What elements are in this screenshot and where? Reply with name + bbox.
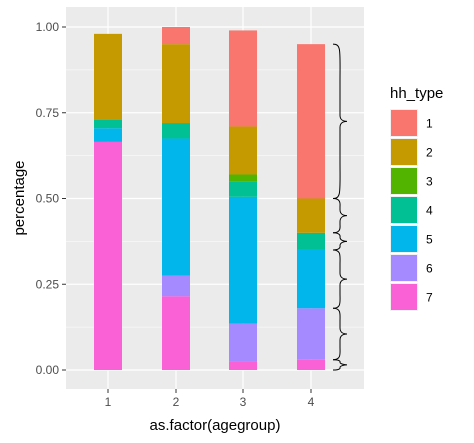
bar-segment-cat4-type6 [297, 308, 325, 360]
bar-segment-cat3-type6 [229, 323, 257, 362]
legend-key-1 [391, 110, 417, 136]
x-tick-label: 4 [308, 395, 315, 409]
bar-segment-cat2-type4 [162, 123, 190, 139]
bar-stack-group [94, 27, 325, 370]
legend-label-4: 4 [426, 204, 433, 218]
x-axis: 1 2 3 4 [105, 389, 315, 409]
legend-key-7 [391, 284, 417, 310]
bar-segment-cat4-type4 [297, 232, 325, 250]
x-tick-label: 1 [105, 395, 112, 409]
brace-2 [332, 249, 348, 309]
bar-segment-cat2-type1 [162, 27, 190, 45]
bar-segment-cat3-type2 [229, 126, 257, 175]
bar-segment-cat2-type7 [162, 296, 190, 370]
bar-segment-cat1-type4 [94, 119, 122, 129]
bar-segment-cat2-type2 [162, 44, 190, 124]
legend-title: hh_type [390, 85, 443, 102]
brace-0 [332, 359, 348, 371]
x-tick-label: 3 [240, 395, 247, 409]
legend-label-1: 1 [426, 117, 433, 131]
legend-key-5 [391, 226, 417, 252]
bar-segment-cat4-type5 [297, 249, 325, 309]
legend-key-2 [391, 139, 417, 165]
x-axis-title: as.factor(agegroup) [150, 417, 281, 434]
brace-1 [332, 307, 348, 361]
bar-segment-cat3-type3 [229, 174, 257, 182]
legend-label-3: 3 [426, 175, 433, 189]
bar-segment-cat4-type2 [297, 198, 325, 233]
y-tick-label: 0.75 [36, 106, 60, 120]
legend-label-6: 6 [426, 262, 433, 276]
segment-braces [332, 43, 348, 371]
legend-label-5: 5 [426, 233, 433, 247]
brace-3 [332, 232, 348, 251]
y-tick-label: 1.00 [36, 20, 60, 34]
bar-segment-cat3-type1 [229, 30, 257, 127]
bar-segment-cat4-type7 [297, 359, 325, 370]
y-axis-title: percentage [11, 160, 28, 235]
bar-segment-cat1-type2 [94, 33, 122, 120]
bar-segment-cat1-type7 [94, 141, 122, 370]
y-tick-label: 0.25 [36, 277, 60, 291]
bar-segment-cat1-type5 [94, 128, 122, 142]
bar-segment-cat3-type5 [229, 196, 257, 324]
legend-label-2: 2 [426, 146, 433, 160]
x-tick-label: 2 [173, 395, 180, 409]
brace-5 [332, 43, 348, 199]
bar-segment-cat2-type6 [162, 275, 190, 297]
brace-4 [332, 198, 348, 234]
bar-segment-cat2-type5 [162, 138, 190, 276]
y-tick-label: 0.00 [36, 363, 60, 377]
legend-label-7: 7 [426, 291, 433, 305]
y-tick-label: 0.50 [36, 192, 60, 206]
bar-segment-cat3-type4 [229, 181, 257, 197]
legend-key-3 [391, 168, 417, 194]
legend: hh_type 1 2 3 4 5 6 7 [390, 85, 443, 311]
bar-segment-cat4-type1 [297, 44, 325, 199]
legend-key-4 [391, 197, 417, 223]
legend-key-6 [391, 255, 417, 281]
bar-segment-cat3-type7 [229, 361, 257, 370]
y-axis: 0.00 0.25 0.50 0.75 1.00 [36, 20, 66, 377]
